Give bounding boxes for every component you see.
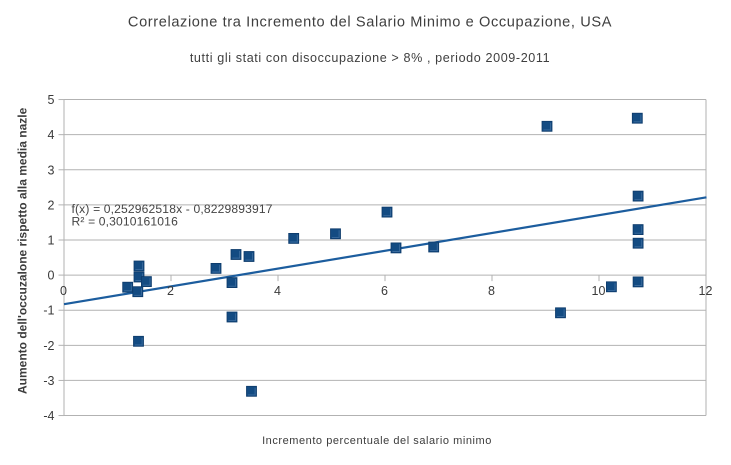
svg-text:R² = 0,3010161016: R² = 0,3010161016: [72, 215, 179, 229]
svg-text:1: 1: [48, 233, 55, 247]
svg-text:3: 3: [48, 163, 55, 177]
svg-text:12: 12: [699, 284, 713, 298]
svg-text:f(x) = 0,252962518x - 0,822989: f(x) = 0,252962518x - 0,8229893917: [72, 202, 273, 216]
svg-text:4: 4: [274, 284, 281, 298]
svg-text:Aumento dell'occuzalone rispet: Aumento dell'occuzalone rispetto alla me…: [15, 107, 29, 394]
svg-text:tutti gli stati con disoccupaz: tutti gli stati con disoccupazione > 8% …: [190, 51, 550, 65]
svg-text:4: 4: [48, 128, 55, 142]
svg-text:0: 0: [48, 269, 55, 283]
svg-text:0: 0: [60, 284, 67, 298]
svg-text:-3: -3: [43, 374, 54, 388]
svg-text:5: 5: [48, 93, 55, 107]
svg-text:Correlazione tra Incremento de: Correlazione tra Incremento del Salario …: [128, 14, 612, 30]
svg-text:-1: -1: [43, 304, 54, 318]
svg-text:Incremento percentuale del sal: Incremento percentuale del salario minim…: [262, 435, 492, 447]
svg-text:2: 2: [48, 198, 55, 212]
svg-text:8: 8: [488, 284, 495, 298]
svg-text:-4: -4: [43, 409, 54, 423]
svg-text:-2: -2: [43, 339, 54, 353]
svg-text:6: 6: [381, 284, 388, 298]
svg-text:2: 2: [167, 284, 174, 298]
svg-text:10: 10: [592, 284, 606, 298]
